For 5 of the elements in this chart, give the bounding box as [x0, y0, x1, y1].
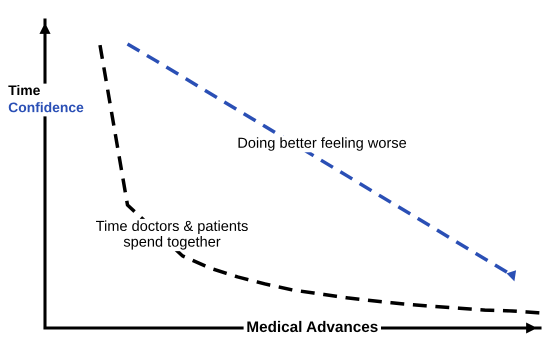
text: Time — [8, 84, 40, 96]
annotation: Doing better feeling worse — [238, 137, 406, 151]
annotation: Time doctors & patients spend together — [96, 220, 248, 250]
x-axis-title: Medical Advances — [247, 320, 378, 332]
text: Confidence — [8, 102, 84, 112]
